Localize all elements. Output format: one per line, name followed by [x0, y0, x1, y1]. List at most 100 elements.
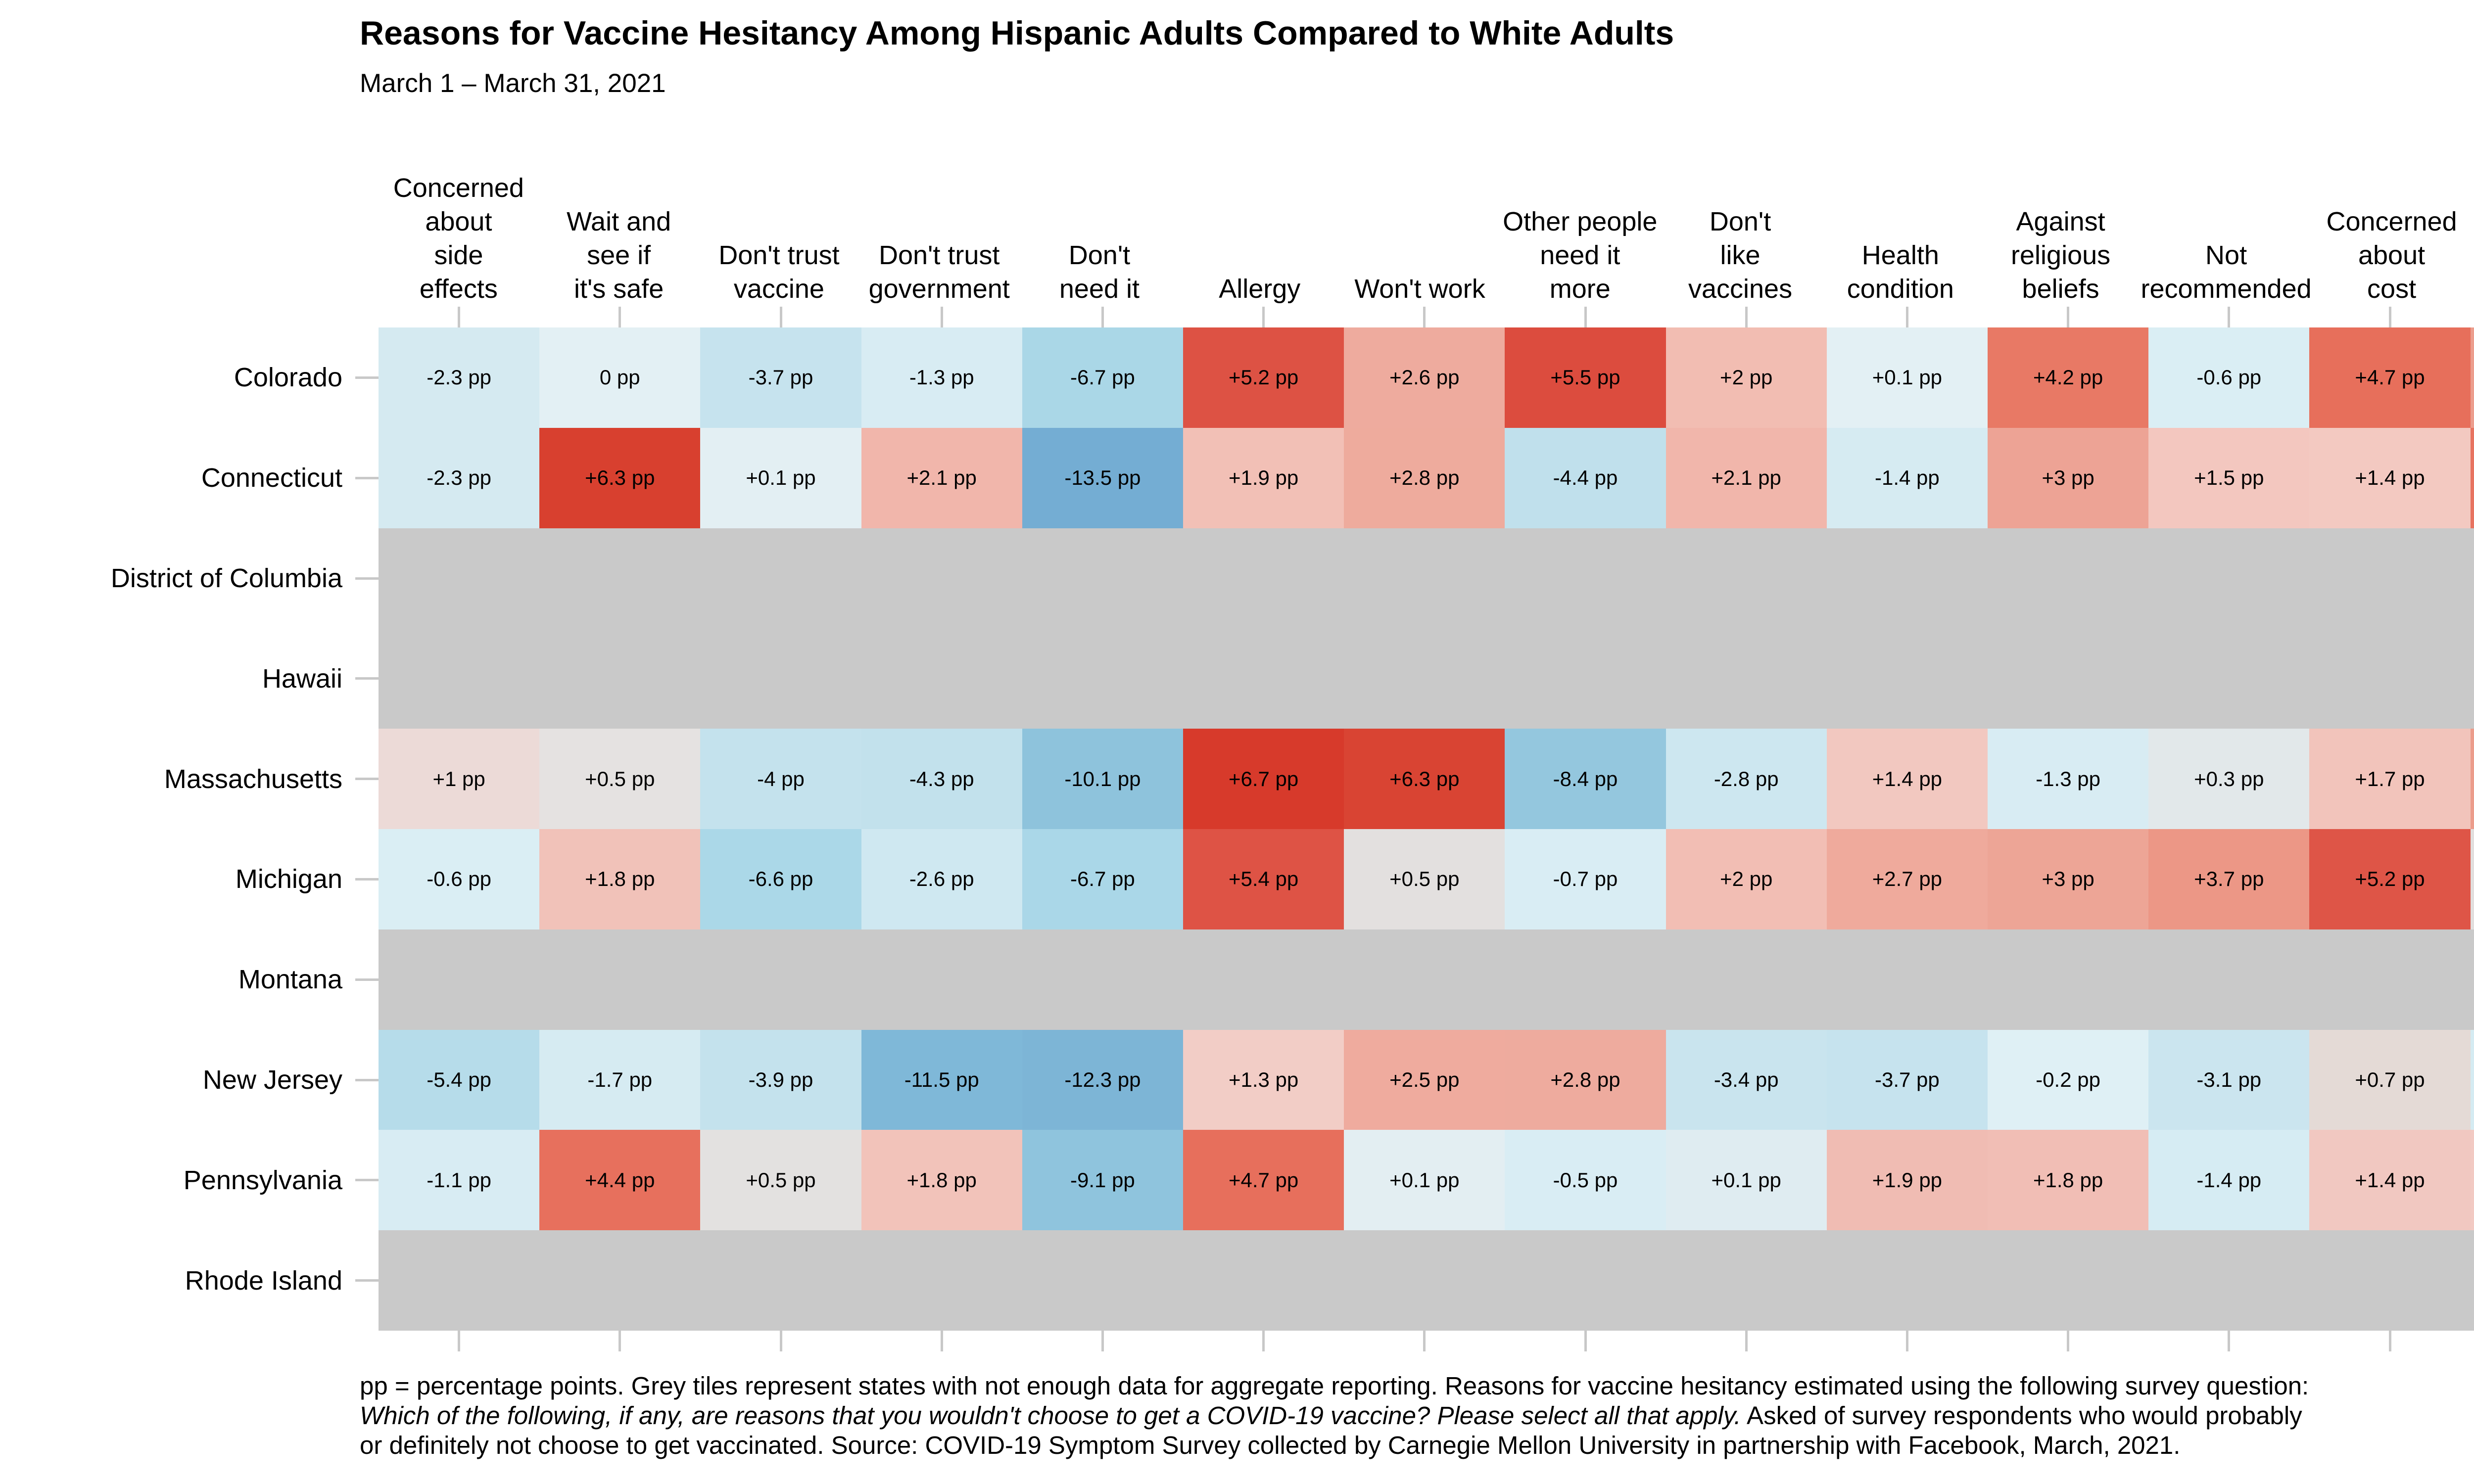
axis-tick — [355, 878, 379, 881]
footnote-line-2-rest: Asked of survey respondents who would pr… — [1741, 1401, 2302, 1430]
heatmap-cell: -13.5 pp — [1022, 427, 1183, 528]
heatmap-cell: +1.8 pp — [539, 829, 701, 929]
footnote-survey-question: Which of the following, if any, are reas… — [360, 1401, 1741, 1430]
heatmap-cell: -1.7 pp — [2470, 1029, 2474, 1130]
column-header: Concerned about side effects — [393, 173, 524, 304]
heatmap-cell: +1.9 pp — [1183, 427, 1344, 528]
heatmap-cell: +5.2 pp — [1183, 327, 1344, 428]
footnote-line-3: or definitely not choose to get vaccinat… — [360, 1431, 2181, 1459]
heatmap-cell: -8.4 pp — [1505, 729, 1666, 829]
heatmap-cell: -1.4 pp — [1826, 427, 1988, 528]
axis-tick — [355, 677, 379, 680]
chart-title: Reasons for Vaccine Hesitancy Among Hisp… — [360, 14, 1674, 52]
heatmap-cell: +5.5 pp — [1505, 327, 1666, 428]
axis-tick — [2388, 307, 2391, 327]
footnote-line-2: Which of the following, if any, are reas… — [360, 1401, 2309, 1431]
row-label: Rhode Island — [185, 1265, 342, 1296]
axis-tick — [355, 778, 379, 781]
axis-tick — [355, 1179, 379, 1182]
heatmap-cell: +4.7 pp — [2309, 327, 2471, 428]
row-label: Michigan — [235, 864, 342, 894]
heatmap-cell: -2.3 pp — [379, 427, 540, 528]
heatmap-cell: -6.7 pp — [1022, 829, 1183, 929]
row-label: Connecticut — [201, 463, 342, 493]
heatmap-cell: +2.8 pp — [1505, 1029, 1666, 1130]
heatmap-cell: -0.6 pp — [379, 829, 540, 929]
column-header: Allergy — [1219, 274, 1301, 304]
heatmap-cell: -3.7 pp — [1826, 1029, 1988, 1130]
heatmap-cell: -9.1 pp — [1022, 1130, 1183, 1231]
heatmap-cell: +2.5 pp — [1344, 1029, 1505, 1130]
axis-tick — [940, 1331, 943, 1351]
heatmap-cell: +0.1 pp — [700, 427, 861, 528]
axis-tick — [1584, 1331, 1587, 1351]
heatmap-cell: +0.5 pp — [1344, 829, 1505, 929]
heatmap-cell: +0.3 pp — [2148, 729, 2310, 829]
heatmap-cell: +1.8 pp — [861, 1130, 1022, 1231]
heatmap-cell: +1.9 pp — [1826, 1130, 1988, 1231]
column-header: Not recommended — [2141, 240, 2312, 304]
heatmap-cell: -4.3 pp — [861, 729, 1022, 829]
axis-tick — [2228, 1331, 2231, 1351]
heatmap-cell: +1.5 pp — [2148, 427, 2310, 528]
axis-tick — [1423, 307, 1426, 327]
heatmap-cell: -10.1 pp — [1022, 729, 1183, 829]
heatmap-cell: -1.7 pp — [539, 1029, 701, 1130]
axis-tick — [1745, 307, 1748, 327]
axis-tick — [779, 307, 782, 327]
heatmap-cell: -11.5 pp — [861, 1029, 1022, 1130]
heatmap-cell: -6.7 pp — [1022, 327, 1183, 428]
heatmap-cell: -2.8 pp — [1665, 729, 1827, 829]
heatmap-cell: +2.7 pp — [1826, 829, 1988, 929]
axis-tick — [1101, 1331, 1104, 1351]
heatmap-cell: -6.6 pp — [700, 829, 861, 929]
heatmap-cell: -5.4 pp — [379, 1029, 540, 1130]
heatmap-cell: -2.6 pp — [861, 829, 1022, 929]
heatmap-cell: +6.7 pp — [1183, 729, 1344, 829]
heatmap-cell: +1.4 pp — [2309, 1130, 2471, 1231]
heatmap-cell: +4.7 pp — [1183, 1130, 1344, 1231]
axis-tick — [1101, 307, 1104, 327]
axis-tick — [2228, 307, 2231, 327]
column-header: Wait and see if it's safe — [567, 207, 671, 304]
axis-tick — [1423, 1331, 1426, 1351]
column-header: Concerned about cost — [2326, 207, 2457, 304]
column-header: Won't work — [1354, 274, 1485, 304]
axis-tick — [618, 307, 621, 327]
heatmap-cell: -0.7 pp — [1505, 829, 1666, 929]
axis-tick — [1262, 1331, 1265, 1351]
heatmap-cell: +6.3 pp — [1344, 729, 1505, 829]
heatmap-cell: +2.8 pp — [1344, 427, 1505, 528]
axis-tick — [355, 1078, 379, 1081]
heatmap-cell: -2.3 pp — [379, 327, 540, 428]
heatmap-cell: +6.3 pp — [539, 427, 701, 528]
heatmap-cell: +0.5 pp — [539, 729, 701, 829]
row-label: New Jersey — [202, 1065, 342, 1095]
axis-tick — [458, 307, 461, 327]
heatmap-cell: +1 pp — [379, 729, 540, 829]
no-data-row — [379, 1230, 2474, 1331]
heatmap-cell: +0.1 pp — [1344, 1130, 1505, 1231]
footnote: pp = percentage points. Grey tiles repre… — [360, 1371, 2309, 1460]
heatmap-cell: +5.4 pp — [1183, 829, 1344, 929]
no-data-row — [379, 628, 2474, 729]
heatmap-cell: -1.3 pp — [1988, 729, 2149, 829]
column-header: Pregnancy — [2472, 272, 2474, 306]
heatmap-cell: +0.6 pp — [2470, 829, 2474, 929]
heatmap-cell: +4.4 pp — [539, 1130, 701, 1231]
row-label: Pennsylvania — [183, 1165, 342, 1195]
column-header: Don't like vaccines — [1688, 207, 1793, 304]
heatmap-cell: +0.5 pp — [700, 1130, 861, 1231]
axis-tick — [355, 978, 379, 981]
column-headers: Concerned about side effects Wait and see… — [379, 119, 2474, 306]
heatmap-cell: -0.6 pp — [2148, 327, 2310, 428]
heatmap-cell: +1.3 pp — [2470, 1130, 2474, 1231]
column-header: Other people need it more — [1503, 207, 1658, 304]
heatmap-cell: +4.2 pp — [1988, 327, 2149, 428]
axis-tick — [940, 307, 943, 327]
heatmap-cell: -3.9 pp — [700, 1029, 861, 1130]
footnote-line-1: pp = percentage points. Grey tiles repre… — [360, 1372, 2309, 1400]
axis-tick — [1262, 307, 1265, 327]
heatmap-cell: -1.3 pp — [861, 327, 1022, 428]
heatmap-cell: +2.1 pp — [861, 427, 1022, 528]
